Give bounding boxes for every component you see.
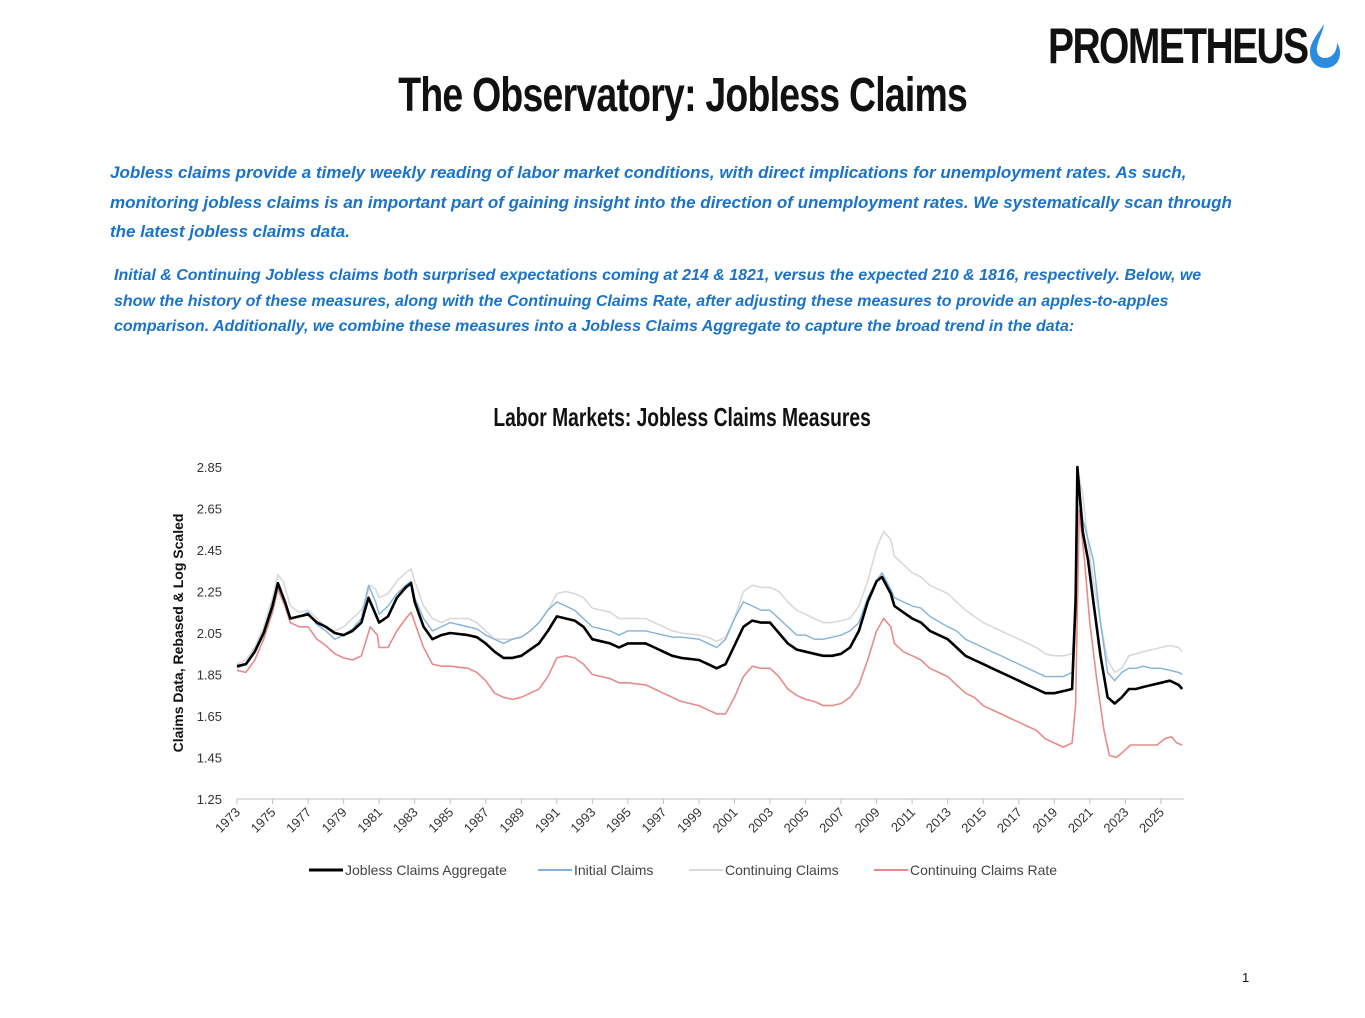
x-tick-label: 2019: [1029, 805, 1060, 836]
y-axis-label: Claims Data, Rebased & Log Scaled: [170, 514, 186, 753]
x-tick-label: 1991: [532, 805, 563, 836]
intro-paragraph: Jobless claims provide a timely weekly r…: [110, 163, 1232, 241]
chart-title: Labor Markets: Jobless Claims Measures: [493, 402, 872, 432]
x-tick-label: 1981: [354, 805, 385, 836]
page-number: 1: [1242, 970, 1250, 985]
brand-logo: PROMETHEUS: [1048, 18, 1348, 74]
x-tick-label: 2023: [1100, 805, 1131, 836]
y-tick-label: 2.65: [197, 502, 222, 517]
x-tick-label: 1987: [461, 805, 492, 836]
series-line-jobless-claims-aggregate: [236, 465, 1184, 705]
y-tick-label: 1.85: [197, 668, 222, 683]
legend-label: Initial Claims: [574, 862, 653, 878]
y-tick-label: 2.85: [197, 460, 222, 475]
page-title: The Observatory: Jobless Claims: [398, 69, 968, 122]
x-tick-label: 2013: [923, 805, 954, 836]
series-line-initial-claims: [236, 466, 1183, 682]
x-tick-label: 2021: [1065, 805, 1096, 836]
x-tick-label: 2007: [816, 805, 847, 836]
y-tick-label: 1.45: [197, 751, 222, 766]
x-tick-label: 2011: [888, 805, 918, 835]
brand-name: PROMETHEUS: [1048, 18, 1309, 74]
x-tick-label: 1989: [496, 805, 527, 836]
crescent-drop-icon: [1310, 24, 1340, 68]
x-tick-label: 1985: [425, 805, 456, 836]
x-tick-label: 1979: [319, 805, 350, 836]
x-tick-label: 1993: [567, 805, 598, 836]
y-tick-label: 1.65: [197, 709, 222, 724]
y-tick-label: 2.05: [197, 626, 222, 641]
legend-label: Jobless Claims Aggregate: [345, 862, 507, 878]
y-tick-label: 2.45: [197, 543, 222, 558]
x-tick-label: 2001: [710, 805, 741, 836]
x-tick-label: 2009: [852, 805, 883, 836]
y-tick-label: 2.25: [197, 585, 222, 600]
x-tick-label: 1995: [603, 805, 634, 836]
x-tick-label: 1999: [674, 805, 705, 836]
x-tick-label: 2015: [958, 805, 989, 836]
x-tick-label: 1973: [212, 805, 243, 836]
summary-paragraph: Initial & Continuing Jobless claims both…: [114, 267, 1202, 335]
x-tick-label: 1997: [638, 805, 669, 836]
x-tick-label: 2017: [994, 805, 1025, 836]
series-line-continuing-claims-rate: [236, 509, 1183, 759]
x-tick-label: 2003: [745, 805, 776, 836]
legend-label: Continuing Claims Rate: [910, 862, 1057, 878]
x-tick-label: 2005: [781, 805, 812, 836]
legend-label: Continuing Claims: [725, 862, 839, 878]
x-tick-label: 1983: [390, 805, 421, 836]
x-tick-label: 1975: [248, 805, 279, 836]
y-tick-label: 1.25: [197, 792, 222, 807]
x-tick-label: 2025: [1136, 805, 1167, 836]
x-tick-label: 1977: [283, 805, 314, 836]
